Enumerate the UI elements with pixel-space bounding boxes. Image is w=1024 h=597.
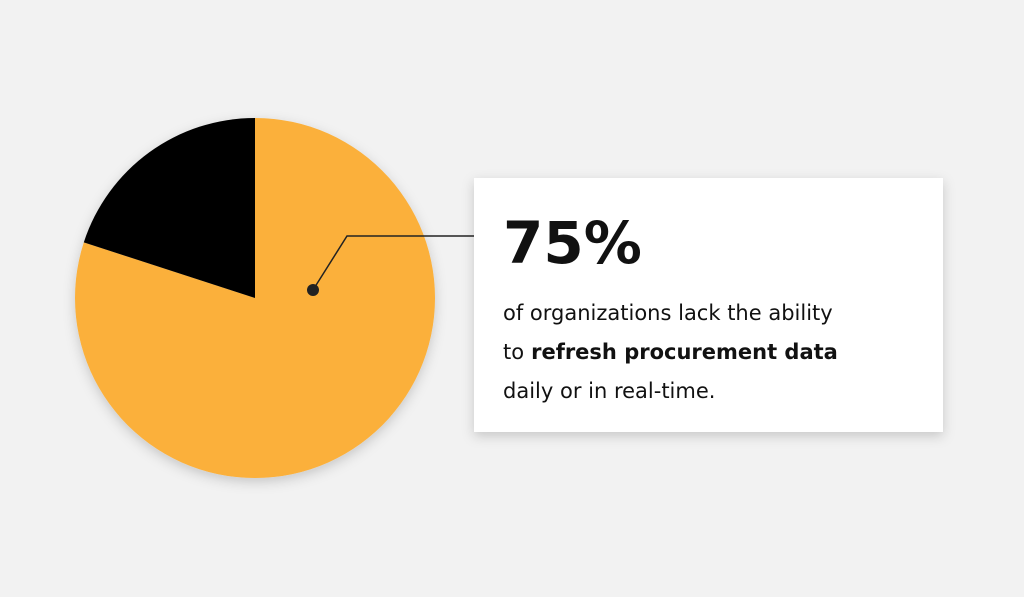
body-bold: refresh procurement data [531,340,838,364]
pie [75,118,435,478]
body-text: to [503,340,524,364]
leader-dot [307,284,319,296]
body-line: to refresh procurement data [503,340,838,364]
pie-slice [83,118,255,298]
body-line: daily or in real-time. [503,379,715,403]
callout-box [474,178,943,432]
body-line: of organizations lack the ability [503,301,833,325]
headline: 75% [503,209,642,277]
leader-line [312,235,474,291]
